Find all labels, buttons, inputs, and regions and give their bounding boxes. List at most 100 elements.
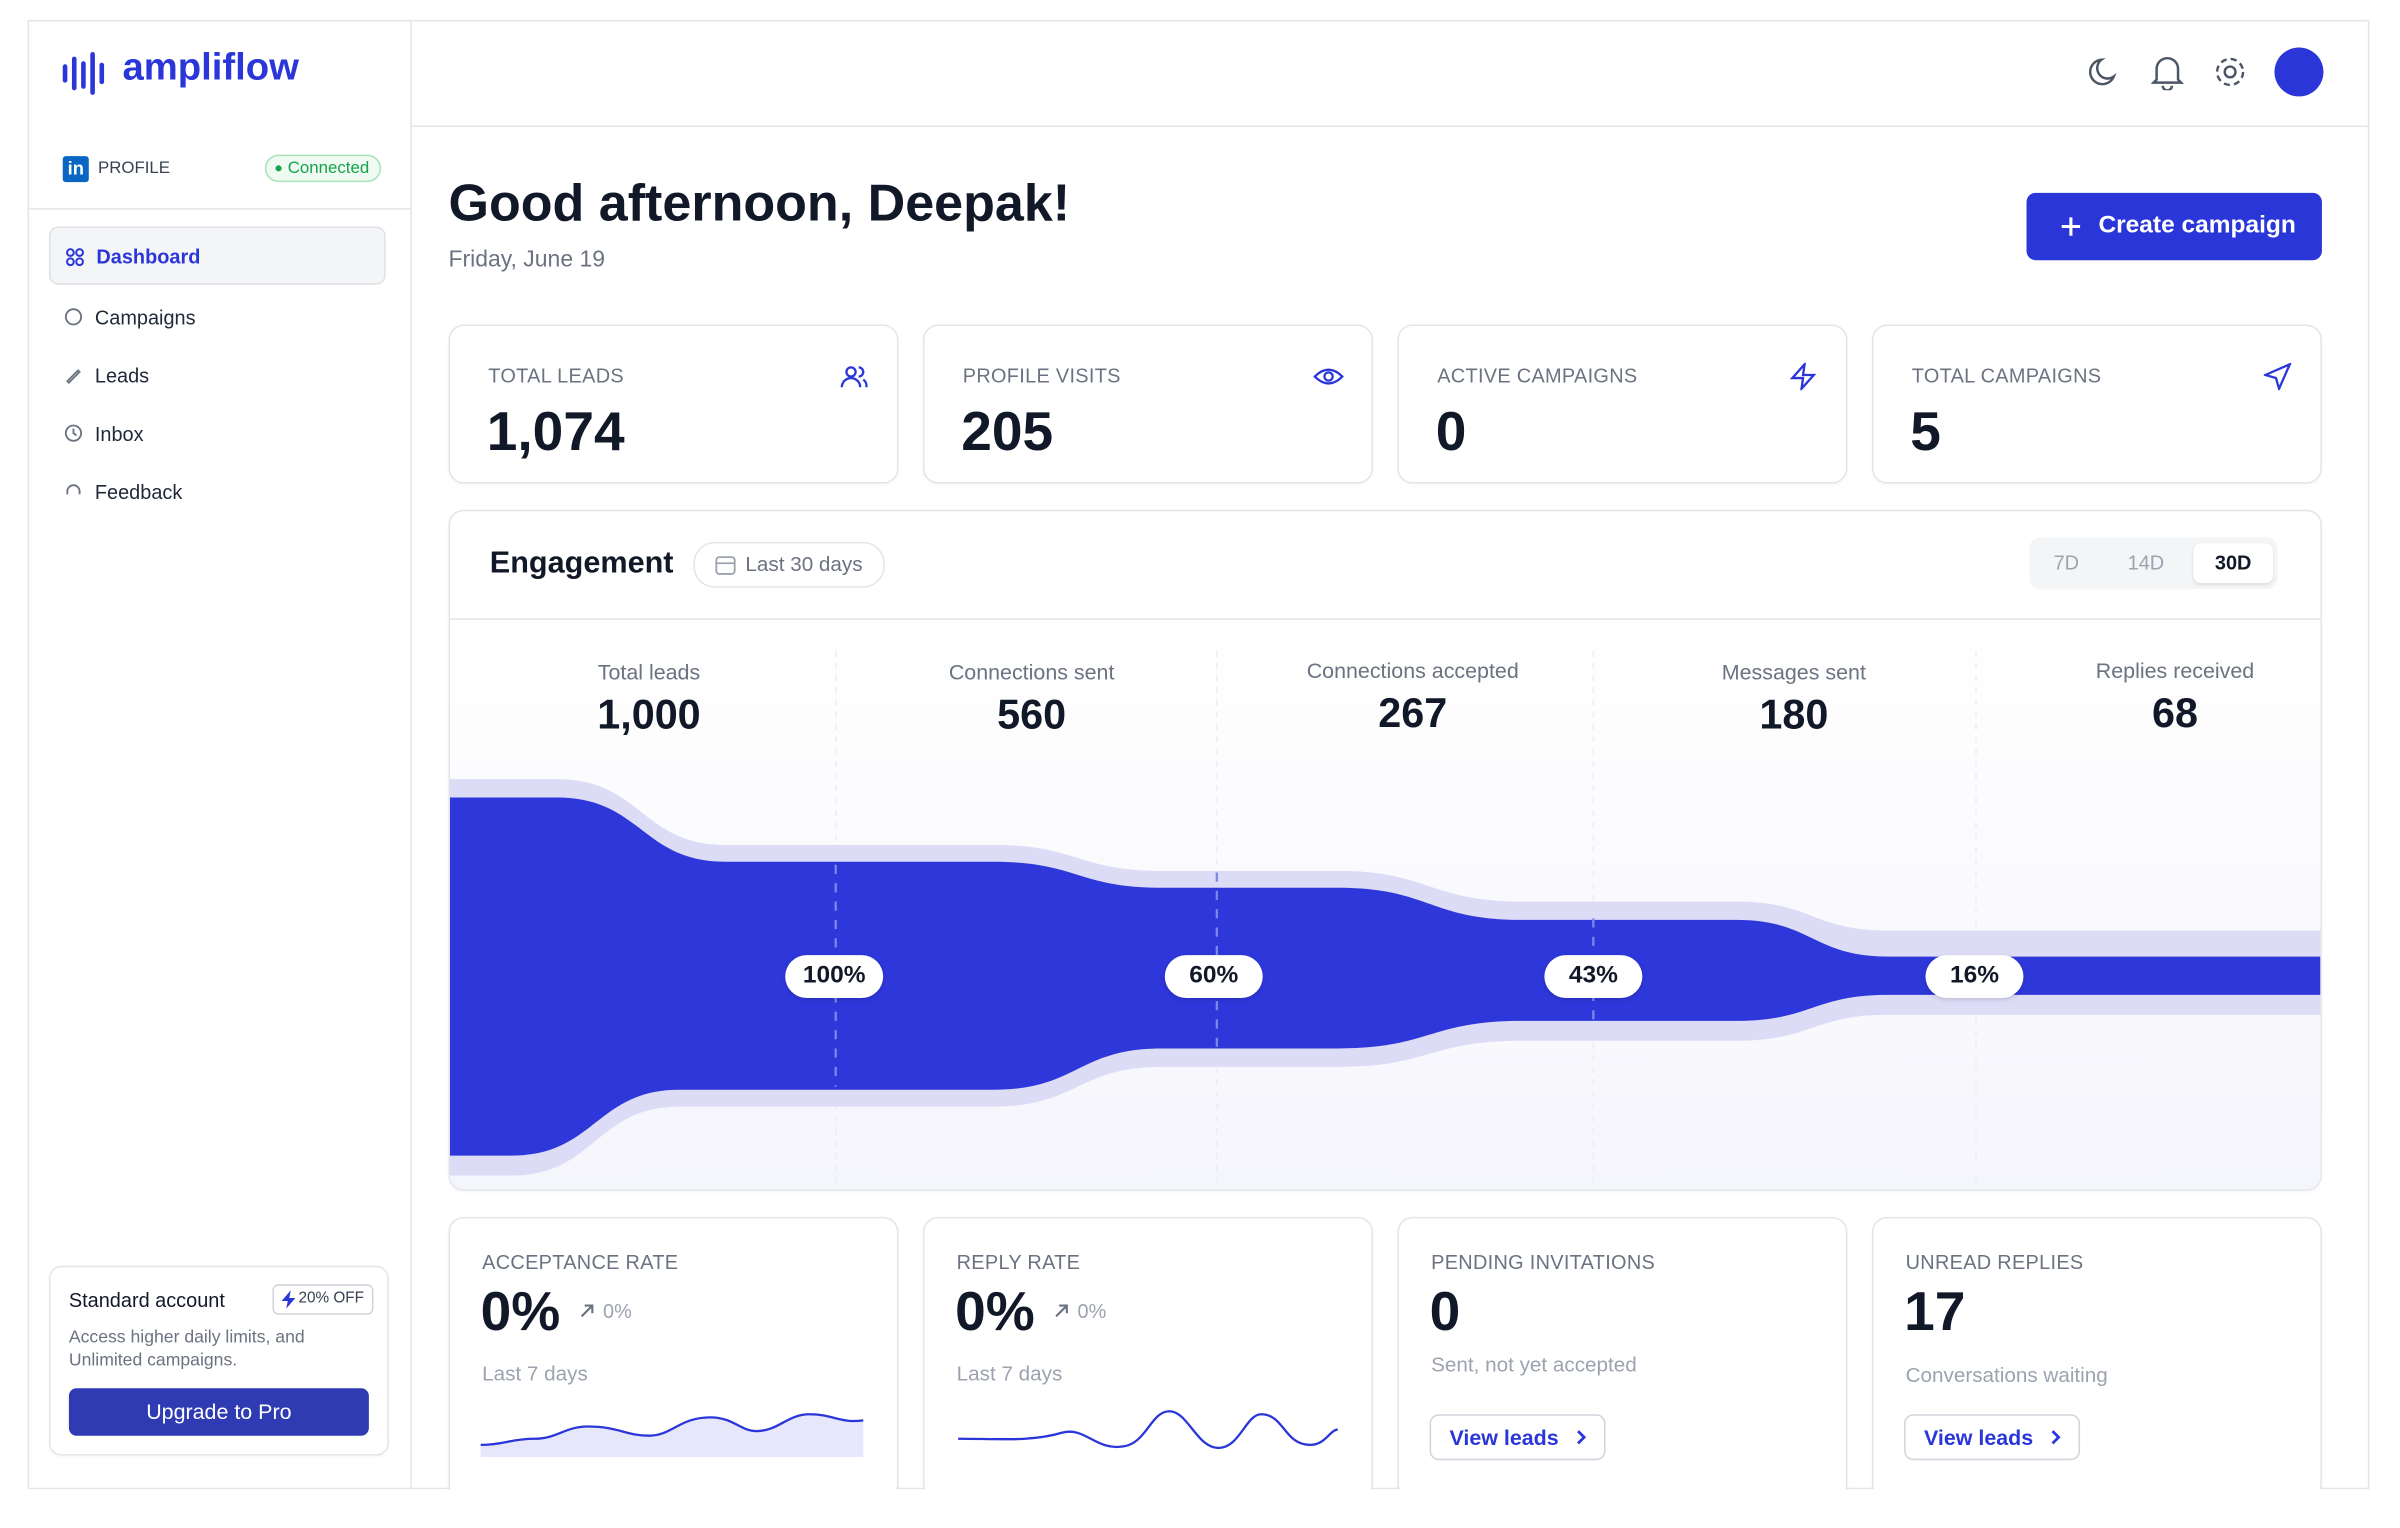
sparkline <box>480 1413 864 1458</box>
calendar-icon <box>715 556 736 575</box>
stage-value: 560 <box>997 691 1067 738</box>
settings-button[interactable] <box>2213 55 2247 89</box>
stat-value: 0 <box>1435 399 1467 463</box>
nav-label: Dashboard <box>96 244 201 268</box>
stat-label: TOTAL LEADS <box>488 364 624 388</box>
avatar[interactable] <box>2274 47 2324 97</box>
date-range-text: Last 30 days <box>745 552 863 576</box>
top-bar <box>411 20 2370 128</box>
linkedin-icon: in <box>62 156 89 183</box>
status-text: Connected <box>287 159 370 178</box>
stage-value: 180 <box>1759 691 1829 738</box>
status-dot <box>275 165 282 172</box>
bolt-icon <box>281 1290 296 1309</box>
metric-note: Last 7 days <box>956 1362 1063 1386</box>
stat-card <box>448 324 899 484</box>
stage-label: Connections accepted <box>1306 658 1519 683</box>
theme-toggle[interactable] <box>2088 55 2122 89</box>
nav-item[interactable]: Feedback <box>49 462 386 520</box>
metric-label: REPLY RATE <box>956 1250 1081 1274</box>
divider <box>448 618 2322 620</box>
stat-icon <box>840 366 868 388</box>
stat-card <box>922 324 1373 484</box>
funnel <box>449 619 2321 1190</box>
nav-icon <box>66 369 81 384</box>
stat-icon <box>2263 362 2292 391</box>
nav-item[interactable]: Leads <box>49 346 386 404</box>
engagement-card <box>448 509 2322 1191</box>
stat-label: PROFILE VISITS <box>962 364 1121 388</box>
conversion-rate: 16% <box>1925 955 2024 998</box>
nav-label: Leads <box>94 363 150 387</box>
stat-card <box>1397 324 1848 484</box>
upgrade-button[interactable]: Upgrade to Pro <box>68 1388 369 1436</box>
metric-label: UNREAD REPLIES <box>1905 1250 2084 1274</box>
range-tab[interactable]: 14D <box>2127 551 2165 574</box>
stat-value: 5 <box>1910 399 1941 463</box>
link-label: View leads <box>1449 1424 1559 1450</box>
metric-value: 0 <box>1429 1279 1461 1343</box>
divider <box>27 208 412 210</box>
conversion-rate: 43% <box>1544 955 1643 998</box>
trend-icon <box>580 1304 594 1318</box>
range-tab[interactable]: 30D <box>2193 543 2273 584</box>
nav-item[interactable]: Campaigns <box>49 288 386 346</box>
view-leads-button[interactable]: View leads <box>1429 1414 1607 1461</box>
date: Friday, June 19 <box>448 246 606 273</box>
metric-value: 0% <box>955 1279 1035 1343</box>
stage-value: 1,000 <box>597 691 701 738</box>
brand: ampliflow <box>122 45 299 89</box>
greeting: Good afternoon, Deepak! <box>448 174 1071 233</box>
button-label: Create campaign <box>2098 212 2296 239</box>
chevron-icon <box>2052 1430 2062 1445</box>
nav-item[interactable]: Dashboard <box>48 226 386 285</box>
nav-icon <box>64 424 83 442</box>
logo-icon <box>62 52 105 95</box>
range-tab[interactable]: 7D <box>2053 551 2080 574</box>
trend-icon <box>1055 1304 1068 1318</box>
sidebar <box>28 19 412 1490</box>
metric-note: Conversations waiting <box>1905 1363 2108 1387</box>
discount-badge: 20% OFF <box>272 1284 374 1315</box>
nav-item[interactable]: Inbox <box>49 404 386 462</box>
link-label: View leads <box>1923 1424 2034 1450</box>
stage-value: 267 <box>1378 690 1448 737</box>
stage-label: Connections sent <box>948 659 1115 685</box>
plus-icon <box>2061 217 2081 236</box>
funnel-body <box>449 797 2321 1156</box>
conversion-rate: 100% <box>785 955 884 998</box>
nav-icon <box>64 308 83 326</box>
stage-value: 68 <box>2151 690 2198 737</box>
profile-label: PROFILE <box>97 159 171 178</box>
metric-note: Sent, not yet accepted <box>1431 1353 1637 1377</box>
date-range[interactable]: Last 30 days <box>693 541 885 588</box>
metric-value: 17 <box>1904 1279 1966 1343</box>
engagement-title: Engagement <box>489 546 674 581</box>
discount-text: 20% OFF <box>298 1290 364 1308</box>
sparkline <box>958 1410 1338 1450</box>
conversion-rate: 60% <box>1164 955 1263 998</box>
stage-label: Messages sent <box>1721 659 1866 685</box>
metric-note: Last 7 days <box>482 1362 588 1386</box>
stage-label: Replies received <box>2095 658 2255 683</box>
status-badge: Connected <box>264 154 382 183</box>
chevron-icon <box>1577 1430 1587 1445</box>
notifications-button[interactable] <box>2150 54 2185 91</box>
metric-change: 0% <box>1077 1299 1107 1323</box>
stat-label: TOTAL CAMPAIGNS <box>1911 364 2102 388</box>
upgrade-text: Access higher daily limits, and Unlimite… <box>68 1328 305 1370</box>
stat-card <box>1871 324 2322 484</box>
metric-label: ACCEPTANCE RATE <box>482 1250 679 1274</box>
view-leads-button[interactable]: View leads <box>1904 1414 2081 1461</box>
stage-label: Total leads <box>597 659 701 685</box>
metric-label: PENDING INVITATIONS <box>1431 1250 1656 1274</box>
nav-icon <box>66 484 81 495</box>
metric-change: 0% <box>603 1299 632 1323</box>
stat-icon <box>1313 368 1344 385</box>
stat-value: 205 <box>961 399 1054 463</box>
bottom-mask <box>27 1489 2400 1528</box>
nav-label: Campaigns <box>94 305 196 329</box>
stat-icon <box>1789 362 1817 391</box>
create-campaign-button[interactable]: Create campaign <box>2026 192 2322 261</box>
